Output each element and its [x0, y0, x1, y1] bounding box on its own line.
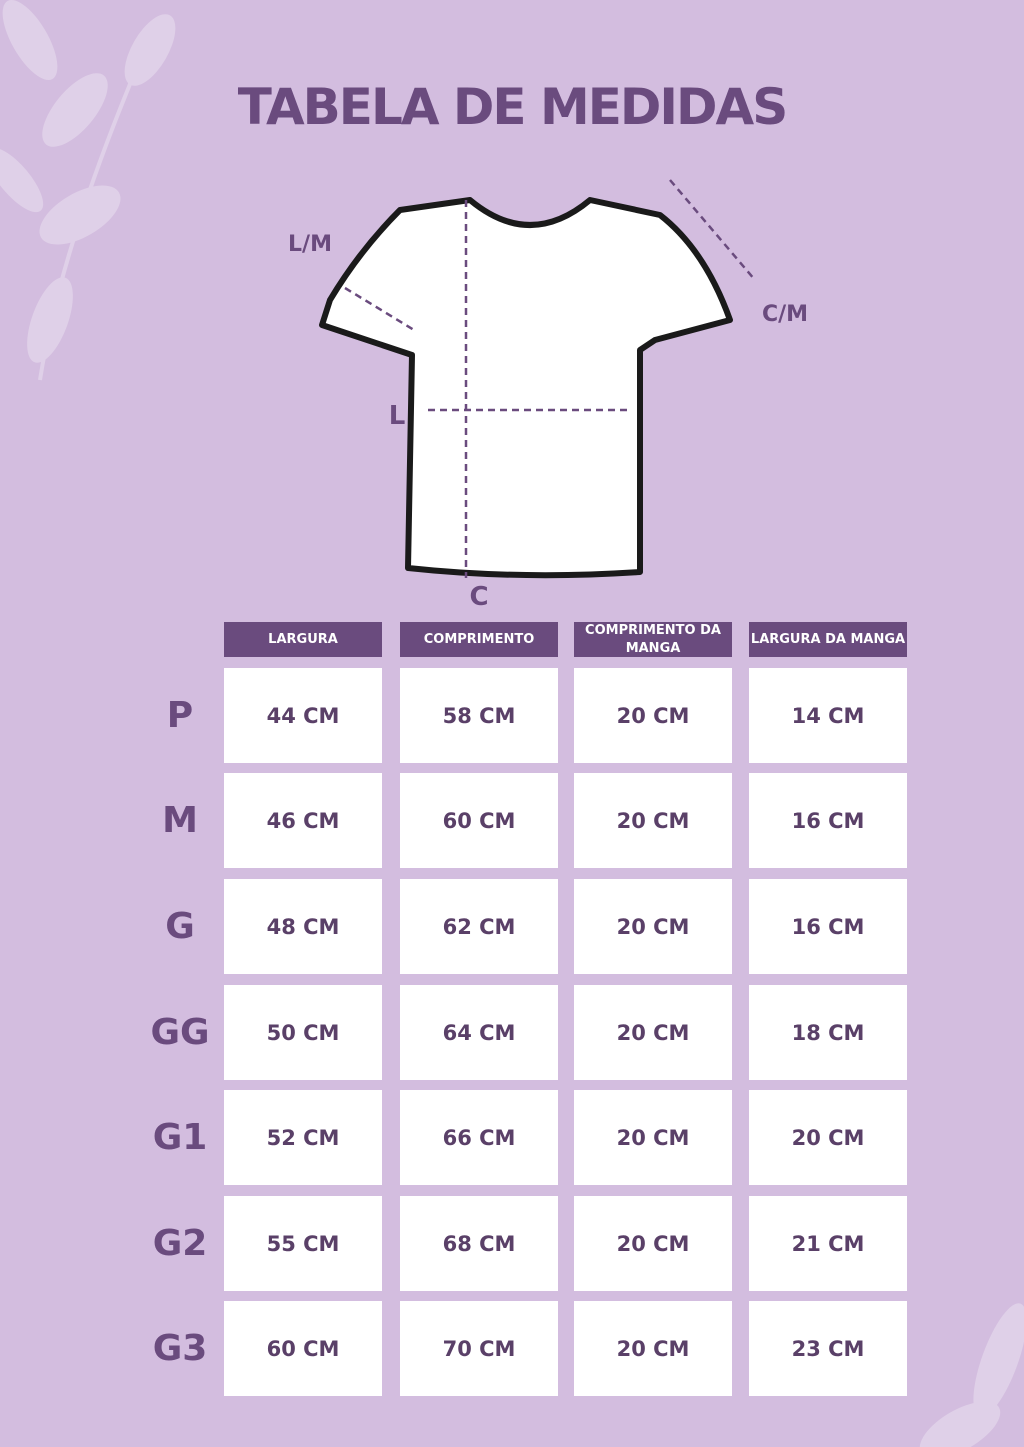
column-header: LARGURA	[224, 622, 382, 657]
measure-cell: 18 CM	[749, 985, 907, 1080]
measure-cell: 62 CM	[400, 879, 558, 974]
measure-cell: 16 CM	[749, 773, 907, 868]
size-label: P	[166, 695, 194, 736]
measure-cell: 64 CM	[400, 985, 558, 1080]
measure-cell: 50 CM	[224, 985, 382, 1080]
measure-cell: 20 CM	[574, 985, 732, 1080]
measure-cell: 46 CM	[224, 773, 382, 868]
measure-cell: 20 CM	[749, 1090, 907, 1185]
measure-cell: 20 CM	[574, 668, 732, 763]
measure-cell: 21 CM	[749, 1196, 907, 1291]
diagram-label: C/M	[762, 302, 808, 327]
measure-cell: 16 CM	[749, 879, 907, 974]
size-label: G2	[152, 1223, 208, 1264]
measure-cell: 20 CM	[574, 1301, 732, 1396]
measure-cell: 44 CM	[224, 668, 382, 763]
measure-cell: 20 CM	[574, 1196, 732, 1291]
measure-cell: 68 CM	[400, 1196, 558, 1291]
diagram-label: L	[389, 401, 406, 431]
diagram-label: C	[469, 582, 488, 612]
measure-cell: 60 CM	[400, 773, 558, 868]
measure-cell: 60 CM	[224, 1301, 382, 1396]
measure-cell: 52 CM	[224, 1090, 382, 1185]
measure-cell: 20 CM	[574, 1090, 732, 1185]
size-label: G	[165, 906, 195, 947]
size-label: G1	[152, 1117, 208, 1158]
measure-cell: 70 CM	[400, 1301, 558, 1396]
size-label: GG	[150, 1012, 210, 1053]
measure-cell: 20 CM	[574, 879, 732, 974]
measure-cell: 48 CM	[224, 879, 382, 974]
column-header: LARGURA DA MANGA	[749, 622, 907, 657]
measure-cell: 55 CM	[224, 1196, 382, 1291]
size-label: G3	[152, 1328, 208, 1369]
column-header: COMPRIMENTO DA MANGA	[574, 622, 732, 657]
measure-cell: 14 CM	[749, 668, 907, 763]
measure-cell: 58 CM	[400, 668, 558, 763]
measure-cell: 23 CM	[749, 1301, 907, 1396]
column-header: COMPRIMENTO	[400, 622, 558, 657]
title: TABELA DE MEDIDAS	[237, 78, 788, 136]
diagram-label: L/M	[288, 232, 332, 257]
diagram-labels: L/M C/M L C	[288, 232, 808, 612]
measure-cell: 20 CM	[574, 773, 732, 868]
measure-cell: 66 CM	[400, 1090, 558, 1185]
size-label: M	[162, 800, 198, 841]
